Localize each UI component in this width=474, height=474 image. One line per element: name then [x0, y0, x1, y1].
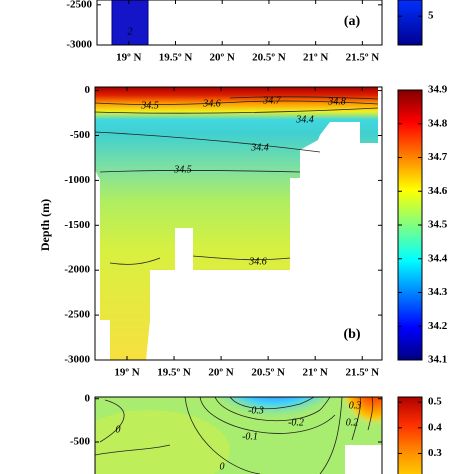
y-tick-label: -3000 — [66, 39, 92, 51]
blank — [345, 445, 382, 474]
y-tick-label: -500 — [70, 129, 91, 141]
colorbar-tick-label: 34.3 — [428, 286, 448, 298]
contour-label: 0.2 — [346, 417, 359, 428]
x-tick-label: 20º N — [210, 52, 235, 64]
y-tick-label: 0 — [85, 84, 91, 96]
y-tick-label: -3000 — [64, 354, 90, 366]
contour-line — [229, 96, 379, 100]
panel-label: (b) — [343, 327, 360, 342]
contour-line — [99, 170, 301, 173]
contour-line — [214, 397, 331, 422]
x-tick-label: 20º N — [208, 367, 233, 379]
colorbar-tick-label: 0.5 — [428, 396, 442, 408]
y-tick-label: -2500 — [64, 309, 90, 321]
x-tick-label: 21º N — [303, 367, 328, 379]
contour-label: 0 — [116, 424, 121, 435]
x-tick-label: 21º N — [303, 52, 328, 64]
contour-line — [109, 255, 291, 265]
contour-line — [229, 397, 315, 410]
contour-label: 34.4 — [250, 142, 269, 153]
contour-label: 34.5 — [140, 100, 159, 111]
field — [95, 87, 378, 360]
colorbar — [397, 396, 423, 474]
colorbar-tick-label: 34.5 — [428, 219, 448, 231]
contour-line — [95, 399, 171, 456]
field — [338, 397, 382, 442]
contour-line — [199, 397, 336, 434]
y-tick-label: -1500 — [64, 219, 90, 231]
y-tick-label: -1000 — [64, 174, 90, 186]
field — [111, 0, 149, 46]
contour-label: 2 — [128, 26, 133, 37]
x-tick-label: 21.5º N — [345, 367, 379, 379]
contour-label: 34.5 — [173, 164, 192, 175]
colorbar-tick-label: 34.8 — [428, 117, 448, 129]
colorbar-tick-label: 0.4 — [428, 421, 442, 433]
colorbar-tick-label: 34.1 — [428, 354, 447, 366]
field — [95, 410, 230, 474]
axes-frame — [94, 396, 383, 474]
colorbar-tick-label: 5 — [428, 10, 434, 22]
x-tick-label: 20.5º N — [251, 367, 285, 379]
panel-c — [94, 396, 423, 474]
axes-frame — [94, 86, 383, 361]
x-tick-label: 19.5º N — [159, 52, 193, 64]
contour-line — [94, 107, 379, 114]
axes-frame — [96, 0, 383, 46]
colorbar-tick-label: 34.4 — [428, 252, 448, 264]
field — [205, 397, 345, 450]
contour-label: 34.6 — [202, 98, 221, 109]
x-tick-label: 21.5º N — [346, 52, 380, 64]
contour-label: 34.6 — [248, 256, 267, 267]
colorbar-tick-label: 34.7 — [428, 151, 448, 163]
contour-label: -0.2 — [288, 417, 304, 428]
colorbar-tick-label: 34.9 — [428, 84, 448, 96]
contour-line — [94, 100, 379, 105]
contour-line — [351, 397, 374, 441]
panel-a — [96, 0, 423, 46]
contour-label: -0.1 — [242, 431, 258, 442]
contour-line — [184, 397, 343, 474]
x-tick-label: 19º N — [114, 367, 139, 379]
contour-label: 34.8 — [327, 96, 346, 107]
panel-label: (a) — [344, 14, 361, 29]
contour-label: 34.7 — [262, 95, 282, 106]
y-tick-label: -500 — [70, 436, 91, 448]
x-tick-label: 20.5º N — [252, 52, 286, 64]
panel-b — [94, 86, 423, 361]
y-tick-label: -2000 — [64, 264, 90, 276]
contour-label: -0.3 — [248, 405, 264, 416]
colorbar-tick-label: 34.2 — [428, 320, 448, 332]
contour-label: 0.3 — [349, 400, 362, 411]
y-tick-label: -2500 — [66, 0, 92, 10]
contour-label: 34.4 — [295, 114, 314, 125]
colorbar — [397, 0, 423, 46]
x-tick-label: 19.5º N — [157, 367, 191, 379]
y-tick-label: 0 — [85, 392, 91, 404]
colorbar-tick-label: 0.3 — [428, 447, 442, 459]
y-axis-label: Depth (m) — [38, 199, 52, 251]
x-tick-label: 19º N — [116, 52, 141, 64]
contour-line — [94, 131, 321, 153]
contour-label: 0 — [220, 461, 225, 472]
colorbar-tick-label: 34.6 — [428, 185, 448, 197]
